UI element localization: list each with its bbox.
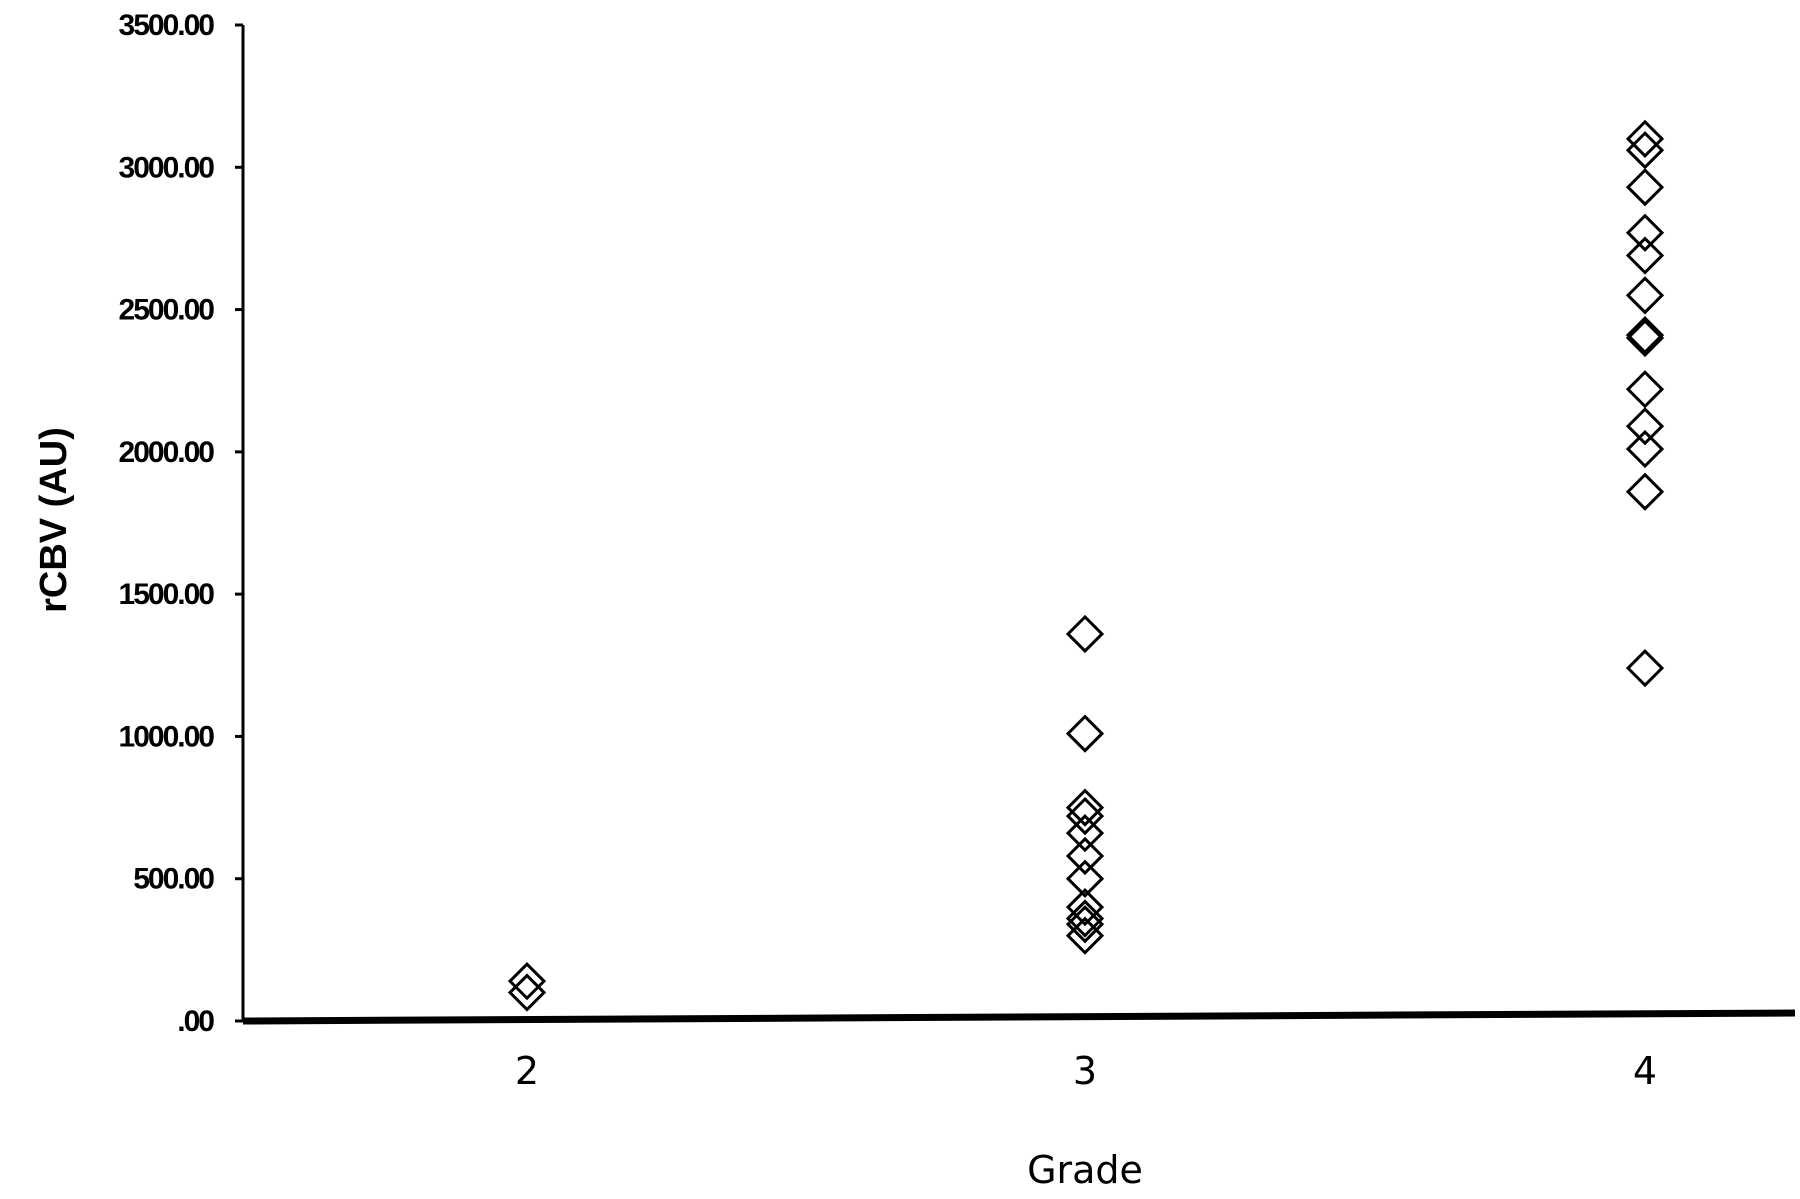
x-axis-title: Grade (1027, 1148, 1143, 1192)
data-point (1625, 213, 1665, 252)
x-axis: 2 3 4 (242, 1009, 1796, 1093)
y-tick-label: 1500.00 (119, 578, 215, 611)
data-point (1625, 168, 1665, 207)
y-tick-label: 2500.00 (119, 294, 215, 327)
data-point (1625, 236, 1665, 275)
data-point (1625, 131, 1665, 170)
data-point (1065, 714, 1105, 753)
y-tick-label: 2000.00 (119, 436, 215, 469)
data-point (1625, 318, 1665, 358)
x-axis-line (242, 1009, 1796, 1025)
data-point (1625, 370, 1665, 409)
data-point (1065, 888, 1105, 927)
y-tick-label: 3000.00 (119, 151, 215, 184)
data-point (1625, 429, 1665, 469)
y-axis-title: rCBV (AU) (33, 427, 75, 613)
x-tick-label: 4 (1633, 1049, 1657, 1093)
data-point (1065, 814, 1105, 853)
data-point (1625, 472, 1665, 511)
y-axis: .00 500.00 1000.00 1500.00 2000.00 2500.00 300… (119, 9, 245, 1038)
data-point (507, 962, 547, 1001)
y-tick-label: 1000.00 (119, 720, 215, 753)
y-tick-label: 3500.00 (119, 9, 215, 42)
data-point (1065, 796, 1105, 836)
y-tick-label: 500.00 (133, 863, 214, 896)
y-tick-label: .00 (177, 1005, 214, 1038)
data-point (1625, 316, 1665, 355)
x-tick-label: 2 (515, 1049, 539, 1093)
data-point (1065, 614, 1105, 654)
data-point (1065, 836, 1105, 876)
data-point (1625, 649, 1665, 688)
data-point (1625, 276, 1665, 315)
data-point (1065, 788, 1105, 827)
data-points (507, 119, 1665, 1012)
x-tick-label: 3 (1073, 1049, 1097, 1093)
data-point (507, 973, 547, 1012)
data-point (1065, 859, 1105, 898)
data-point (1625, 119, 1665, 158)
data-point (1625, 407, 1665, 446)
data-point (1065, 905, 1105, 944)
